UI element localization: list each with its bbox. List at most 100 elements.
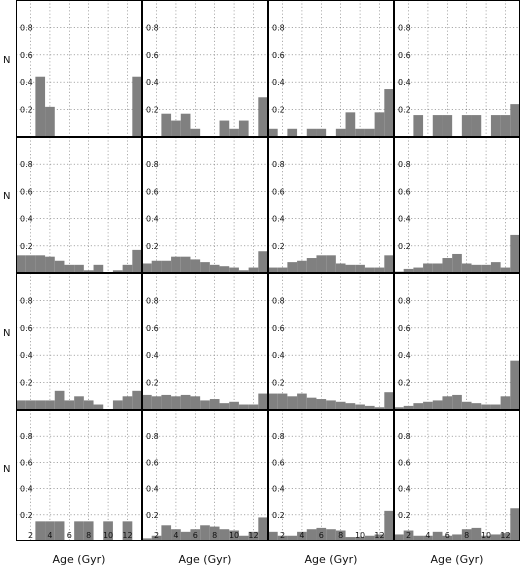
bar-r2c4-11 (500, 267, 511, 273)
ytick-label-0.4-r2c4: 0.4 (398, 215, 411, 224)
ytick-label-0.4-r3c4: 0.4 (398, 351, 411, 360)
bar-r4c1-4 (83, 521, 94, 541)
bar-r2c2-12 (258, 251, 268, 273)
bar-r4c1-0 (35, 521, 46, 541)
bar-r1c2-7 (258, 97, 268, 137)
bar-r4c2-0 (142, 538, 152, 541)
bar-r1c2-3 (190, 128, 201, 137)
bar-r3c3-6 (326, 400, 336, 410)
panel-r2c4: 0.2 0.4 0.6 0.8 (394, 137, 520, 273)
xtick-label-2-r4c1: 2 (28, 531, 33, 540)
panel-r4c3: 0.2 0.4 0.6 0.8 2 4 6 8 10 12 (268, 410, 394, 541)
ylabel-layer: N N N N (3, 55, 10, 475)
ylabel-row-4: N (3, 464, 10, 475)
ytick-label-0.2-r1c3: 0.2 (272, 106, 285, 115)
ytick-label-0.4-r4c4: 0.4 (398, 485, 411, 494)
bar-r4c1-1 (45, 521, 55, 541)
bar-r4c2-4 (180, 531, 191, 541)
ytick-label-0.8-r3c2: 0.8 (146, 296, 159, 305)
bar-r3c1-6 (74, 396, 84, 410)
ytick-label-0.2-r4c2: 0.2 (146, 511, 159, 520)
bar-r4c3-8 (345, 537, 356, 541)
bar-r3c1-1 (25, 400, 36, 410)
bar-r2c2-1 (151, 260, 162, 273)
ytick-label-0.4-r4c2: 0.4 (146, 485, 159, 494)
ytick-label-0.2-r3c2: 0.2 (146, 379, 159, 388)
bar-r3c2-1 (151, 396, 162, 410)
bar-r1c4-6 (500, 115, 511, 137)
ytick-label-0.8-r4c4: 0.8 (398, 432, 411, 441)
ytick-label-0.4-r1c2: 0.4 (146, 78, 159, 87)
bar-r2c3-11 (374, 267, 385, 273)
xtick-label-12-r4c2: 12 (248, 531, 258, 540)
ytick-label-0.6-r4c3: 0.6 (272, 458, 285, 467)
bar-r1c2-4 (219, 120, 230, 137)
bar-r2c4-7 (461, 263, 472, 273)
ytick-label-0.2-r1c4: 0.2 (398, 106, 411, 115)
bar-r2c2-9 (229, 267, 239, 273)
bar-r4c3-12 (384, 510, 394, 541)
bar-r2c4-5 (442, 258, 453, 273)
panel-frame-r1c1 (16, 0, 142, 137)
panel-frame-r1c3 (268, 0, 394, 137)
bar-r3c4-0 (394, 407, 404, 410)
bar-r2c3-6 (326, 255, 336, 273)
bar-r1c3-5 (345, 112, 356, 137)
bar-r2c4-2 (413, 267, 424, 273)
xtick-label-10-r4c1: 10 (103, 531, 113, 540)
xtick-label-8-r4c1: 8 (86, 531, 91, 540)
xlabel-col-1: Age (Gyr) (53, 553, 106, 566)
ytick-label-0.8-r2c3: 0.8 (272, 160, 285, 169)
bar-r1c3-4 (335, 128, 346, 137)
ytick-label-0.8-r4c2: 0.8 (146, 432, 159, 441)
bar-r1c2-1 (171, 120, 181, 137)
bar-r1c3-1 (287, 128, 298, 137)
bar-r1c1-2 (132, 76, 142, 137)
bar-r4c4-1 (403, 530, 414, 541)
bar-r3c1-5 (64, 400, 75, 410)
bar-r2c2-8 (219, 266, 230, 273)
panel-frame-r4c2 (142, 410, 268, 541)
panel-frame-r2c1 (16, 137, 142, 273)
bar-r3c2-6 (200, 400, 210, 410)
bar-r4c2-12 (258, 517, 268, 541)
ytick-label-0.6-r1c4: 0.6 (398, 51, 411, 60)
bar-r2c1-11 (122, 264, 133, 273)
xtick-label-12-r4c1: 12 (122, 531, 132, 540)
bar-r4c3-9 (355, 537, 365, 541)
ytick-label-0.2-r1c2: 0.2 (146, 106, 159, 115)
ytick-label-0.2-r3c4: 0.2 (398, 379, 411, 388)
bar-r2c1-8 (93, 264, 104, 273)
panel-r4c4: 0.2 0.4 0.6 0.8 2 4 6 8 10 12 (394, 410, 520, 541)
bar-r3c2-5 (190, 396, 201, 410)
ytick-label-0.4-r1c4: 0.4 (398, 78, 411, 87)
panel-frame-r3c3 (268, 273, 394, 410)
ytick-label-0.4-r1c3: 0.4 (272, 78, 285, 87)
xtick-label-4-r4c4: 4 (425, 531, 430, 540)
bar-r1c4-3 (461, 115, 472, 137)
panel-frame-r4c3 (268, 410, 394, 541)
panel-frame-r2c3 (268, 137, 394, 273)
xlabel-layer: Age (Gyr) Age (Gyr) Age (Gyr) Age (Gyr) (53, 553, 484, 566)
ytick-label-0.8-r2c1: 0.8 (20, 160, 33, 169)
xtick-label-4-r4c2: 4 (173, 531, 178, 540)
ytick-label-0.2-r4c4: 0.2 (398, 511, 411, 520)
ytick-label-0.2-r2c3: 0.2 (272, 242, 285, 251)
bar-r2c3-1 (277, 267, 288, 273)
xtick-label-2-r4c4: 2 (406, 531, 411, 540)
bar-r2c4-9 (481, 264, 491, 273)
ytick-label-0.4-r2c3: 0.4 (272, 215, 285, 224)
bar-r4c1-3 (74, 521, 84, 541)
bar-r4c3-4 (306, 529, 317, 541)
bar-r4c4-4 (432, 531, 443, 541)
bar-r1c4-5 (490, 115, 501, 137)
bar-r2c4-6 (452, 253, 462, 273)
bar-r4c3-0 (268, 531, 278, 541)
bar-r2c2-0 (142, 263, 152, 273)
bar-r2c1-3 (45, 256, 55, 273)
bar-r4c2-9 (229, 530, 239, 541)
bar-r1c2-0 (161, 113, 172, 137)
xtick-label-10-r4c3: 10 (355, 531, 365, 540)
xtick-label-4-r4c1: 4 (47, 531, 52, 540)
bar-r3c1-8 (93, 404, 104, 410)
